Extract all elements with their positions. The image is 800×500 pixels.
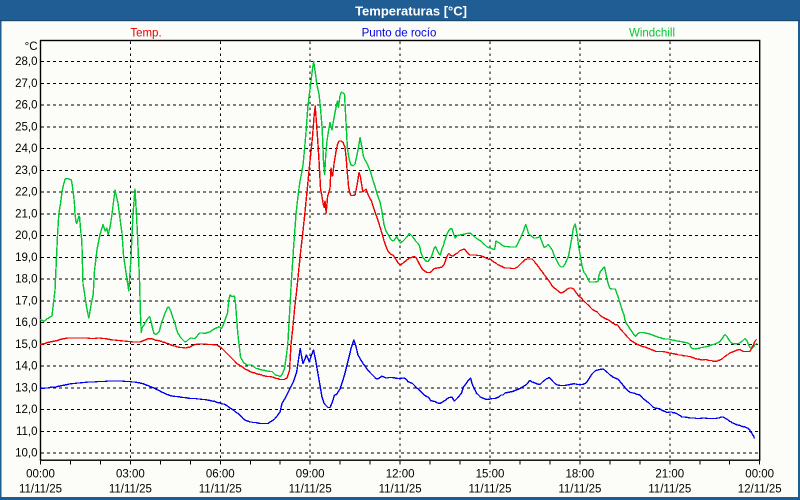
svg-text:20,0: 20,0 <box>15 230 37 242</box>
svg-text:Windchill: Windchill <box>629 28 675 40</box>
svg-text:00:00: 00:00 <box>26 469 55 481</box>
svg-text:11,0: 11,0 <box>16 426 38 438</box>
svg-text:06:00: 06:00 <box>206 469 235 481</box>
svg-text:15,0: 15,0 <box>15 339 37 351</box>
svg-text:11/11/25: 11/11/25 <box>379 484 422 496</box>
svg-text:Temp.: Temp. <box>130 28 161 40</box>
svg-text:23,0: 23,0 <box>15 165 37 177</box>
svg-text:11/11/25: 11/11/25 <box>289 484 332 496</box>
svg-text:Temperaturas [°C]: Temperaturas [°C] <box>355 4 467 19</box>
svg-text:21:00: 21:00 <box>655 469 684 481</box>
svg-text:22,0: 22,0 <box>15 187 37 199</box>
svg-text:03:00: 03:00 <box>116 469 145 481</box>
svg-text:°C: °C <box>25 41 38 53</box>
svg-text:10,0: 10,0 <box>15 448 37 460</box>
svg-text:11/11/25: 11/11/25 <box>558 484 601 496</box>
svg-text:12:00: 12:00 <box>386 469 415 481</box>
svg-text:24,0: 24,0 <box>15 143 37 155</box>
svg-text:21,0: 21,0 <box>15 208 37 220</box>
svg-text:11/11/25: 11/11/25 <box>199 484 242 496</box>
svg-text:18:00: 18:00 <box>566 469 595 481</box>
svg-text:18,0: 18,0 <box>15 274 37 286</box>
svg-text:19,0: 19,0 <box>15 252 37 264</box>
svg-text:26,0: 26,0 <box>15 100 37 112</box>
svg-text:25,0: 25,0 <box>15 121 37 133</box>
svg-text:14,0: 14,0 <box>15 361 37 373</box>
svg-text:11/11/25: 11/11/25 <box>109 484 152 496</box>
svg-text:11/11/25: 11/11/25 <box>468 484 511 496</box>
svg-text:09:00: 09:00 <box>296 469 325 481</box>
svg-text:11/11/25: 11/11/25 <box>648 484 691 496</box>
svg-text:28,0: 28,0 <box>15 56 37 68</box>
svg-text:17,0: 17,0 <box>15 296 37 308</box>
svg-text:Punto de rocío: Punto de rocío <box>362 28 437 40</box>
svg-text:27,0: 27,0 <box>15 78 37 90</box>
svg-text:11/11/25: 11/11/25 <box>19 484 62 496</box>
svg-text:16,0: 16,0 <box>15 317 37 329</box>
svg-text:13,0: 13,0 <box>15 383 37 395</box>
svg-text:00:00: 00:00 <box>745 469 774 481</box>
svg-text:12/11/25: 12/11/25 <box>738 484 782 496</box>
svg-text:15:00: 15:00 <box>476 469 505 481</box>
svg-text:12,0: 12,0 <box>15 404 37 416</box>
